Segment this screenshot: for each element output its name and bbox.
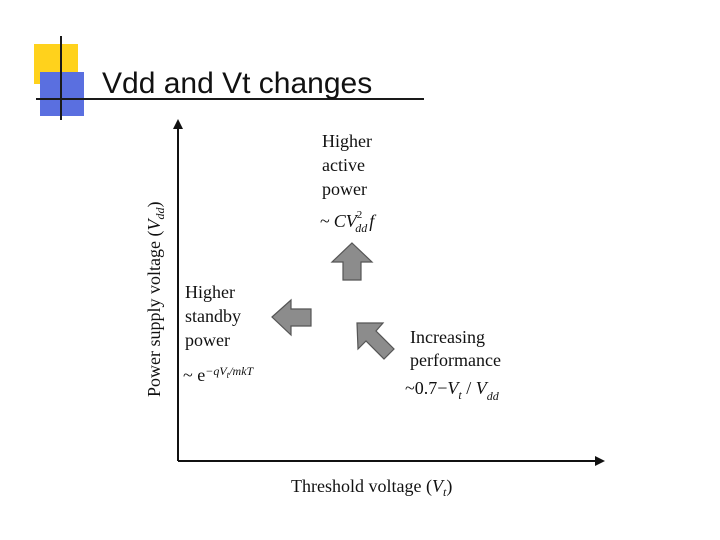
standby-power-label: Higher standby power ~ e−qVt/mkT	[183, 282, 255, 385]
svg-text:performance: performance	[410, 350, 501, 370]
svg-text:power: power	[185, 330, 230, 350]
performance-formula: ~0.7−Vt / Vdd	[405, 378, 500, 403]
logo-vertical-line	[60, 36, 62, 120]
performance-label: Increasing performance ~0.7−Vt / Vdd	[405, 327, 501, 403]
svg-text:power: power	[322, 179, 367, 199]
svg-text:active: active	[322, 155, 365, 175]
arrow-left-icon	[271, 298, 312, 337]
slide-title: Vdd and Vt changes	[102, 67, 373, 100]
arrow-up-left-icon	[356, 322, 395, 360]
y-axis-label: Power supply voltage (Vdd)	[144, 202, 167, 397]
x-axis-label: Threshold voltage (Vt)	[291, 476, 452, 499]
arrow-up-icon	[330, 242, 374, 281]
svg-text:Higher: Higher	[185, 282, 235, 302]
svg-text:Increasing: Increasing	[410, 327, 485, 347]
active-power-label: Higher active power ~ CV2 dd f	[320, 131, 377, 235]
svg-text:Higher: Higher	[322, 131, 372, 151]
logo-blue-square	[40, 72, 84, 116]
standby-power-formula: ~ e−qVt/mkT	[183, 364, 255, 385]
svg-text:standby: standby	[185, 306, 241, 326]
title-underline	[36, 98, 424, 100]
active-power-formula: ~ CV2 dd f	[320, 209, 377, 235]
